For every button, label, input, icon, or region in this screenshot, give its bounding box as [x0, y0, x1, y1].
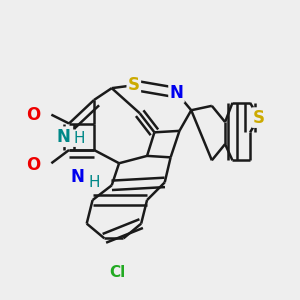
Text: O: O	[27, 156, 41, 174]
Text: Cl: Cl	[110, 265, 126, 280]
Text: S: S	[128, 76, 140, 94]
Text: N: N	[71, 167, 85, 185]
Text: O: O	[27, 106, 41, 124]
Text: H: H	[88, 175, 100, 190]
Text: S: S	[253, 109, 265, 127]
Text: N: N	[56, 128, 70, 146]
Text: H: H	[74, 131, 85, 146]
Text: N: N	[169, 84, 183, 102]
